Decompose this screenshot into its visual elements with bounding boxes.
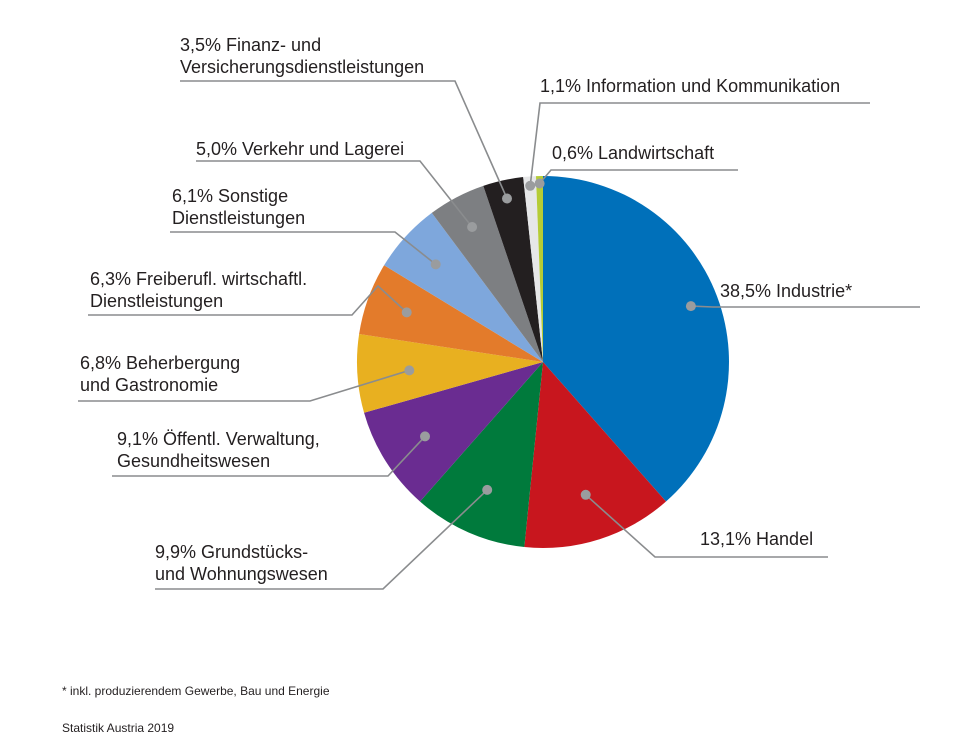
- slice-label: 9,1% Öffentl. Verwaltung, Gesundheitswes…: [117, 429, 320, 471]
- slice-label: 6,3% Freiberufl. wirtschaftl. Dienstleis…: [90, 269, 308, 311]
- leader-dot: [420, 431, 430, 442]
- leader-line: [180, 80, 508, 199]
- pie-slice: [483, 177, 543, 362]
- leader-line: [538, 169, 738, 185]
- footnote: * inkl. produzierendem Gewerbe, Bau und …: [62, 684, 330, 698]
- pie-slice: [543, 176, 729, 502]
- leader-dot: [467, 222, 478, 232]
- leader-line: [112, 435, 426, 477]
- pie-slice: [524, 362, 666, 548]
- slice-label: 5,0% Verkehr und Lagerei: [196, 139, 405, 159]
- pie-slice: [420, 362, 543, 548]
- leader-dot: [685, 301, 696, 312]
- pie-slice: [359, 265, 543, 362]
- pie-slice: [523, 176, 543, 362]
- slice-label: 9,9% Grundstücks- und Wohnungswesen: [155, 542, 328, 584]
- pie-slice: [384, 212, 543, 362]
- leader-line: [196, 160, 473, 228]
- pie-slice: [356, 334, 543, 413]
- leader-dot: [525, 180, 536, 191]
- leader-line: [155, 489, 488, 590]
- leader-dot: [502, 193, 512, 204]
- leader-dot: [404, 365, 415, 376]
- pie-slice: [535, 176, 543, 362]
- slice-label: 38,5% Industrie*: [720, 281, 853, 301]
- slice-label: 0,6% Landwirtschaft: [552, 143, 715, 163]
- leader-line: [88, 284, 408, 316]
- leader-dot: [580, 489, 591, 500]
- leader-lines: [78, 80, 920, 590]
- slice-label: 13,1% Handel: [700, 529, 814, 549]
- slice-label: 3,5% Finanz- und Versicherungsdienstleis…: [180, 35, 425, 77]
- slice-label: 6,1% Sonstige Dienstleistungen: [172, 186, 306, 228]
- leader-dot: [534, 178, 545, 189]
- leader-line: [170, 231, 437, 266]
- leader-line: [529, 102, 870, 186]
- pie-slices: [356, 176, 729, 548]
- source-note: Statistik Austria 2019: [62, 721, 175, 735]
- slice-label: 6,8% Beherbergung und Gastronomie: [80, 353, 241, 395]
- leader-line: [585, 494, 828, 558]
- pie-slice: [431, 185, 543, 362]
- slice-label: 1,1% Information und Kommunikation: [540, 76, 841, 96]
- leader-dot: [401, 307, 412, 318]
- leader-line: [690, 305, 920, 308]
- pie-slice: [364, 362, 543, 502]
- leader-dot: [430, 259, 441, 270]
- leader-dot: [482, 484, 493, 495]
- leader-line: [78, 369, 410, 402]
